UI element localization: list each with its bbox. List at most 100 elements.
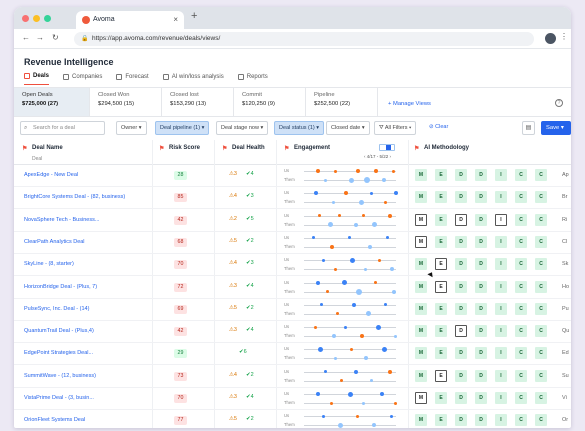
check-icon[interactable]: ✔2 xyxy=(246,416,254,423)
meddicc-letter-c[interactable]: C xyxy=(515,392,527,404)
engagement-timeline[interactable]: Us Them xyxy=(282,210,402,232)
browser-tab[interactable]: Avoma × xyxy=(76,11,184,29)
meddicc-letter-d[interactable]: D xyxy=(475,213,487,226)
deal-name-link[interactable]: ApexEdge - New Deal xyxy=(24,172,79,178)
engagement-timeline[interactable]: Us Them xyxy=(282,388,402,410)
meddicc-letter-m[interactable]: M xyxy=(415,414,427,427)
table-row[interactable]: ApexEdge - New Deal 28 ⚠3 ✔4 Us Them M E D D I C C Ap xyxy=(14,165,571,187)
engagement-dot[interactable] xyxy=(386,236,389,240)
engagement-dot[interactable] xyxy=(324,370,327,374)
meddicc-letter-c[interactable]: C xyxy=(535,213,547,226)
meddicc-letter-m[interactable]: M xyxy=(415,280,427,293)
warning-icon[interactable]: ⚠4 xyxy=(229,193,237,200)
meddicc-letter-m[interactable]: M xyxy=(415,347,427,360)
deal-name-link[interactable]: EdgePoint Strategies Deal... xyxy=(24,350,94,357)
reload-icon[interactable]: ↻ xyxy=(52,33,59,42)
deal-status-filter[interactable]: Deal status (1) ▾ xyxy=(274,121,325,135)
meddicc-letter-m[interactable]: M xyxy=(415,302,427,315)
engagement-dot[interactable] xyxy=(316,169,320,173)
table-row[interactable]: BrightCore Systems Deal - (82, business)… xyxy=(14,187,571,210)
meddicc-letter-c[interactable]: C xyxy=(535,258,547,271)
engagement-dot[interactable] xyxy=(320,303,323,307)
engagement-dot[interactable] xyxy=(322,414,325,418)
engagement-timeline[interactable]: Us Them xyxy=(282,343,402,365)
deal-name-link[interactable]: VistaPrime Deal - (3, busin... xyxy=(24,395,94,401)
table-row[interactable]: ClearPath Analytics Deal 68 ⚠5 ✔2 Us Them M E D D… xyxy=(14,232,571,254)
check-icon[interactable]: ✔4 xyxy=(246,394,254,400)
new-tab-icon[interactable]: + xyxy=(191,10,198,22)
help-icon[interactable]: ? xyxy=(555,99,563,107)
meddicc-letter-c[interactable]: C xyxy=(535,414,547,427)
manage-views-link[interactable]: + Manage Views xyxy=(388,101,431,107)
meddicc-letter-m[interactable]: M xyxy=(415,169,427,181)
engagement-timeline[interactable]: Us Them xyxy=(282,299,402,321)
engagement-dot[interactable] xyxy=(364,267,367,271)
maximize-window-button[interactable] xyxy=(44,15,51,22)
deal-search-input[interactable]: ⌕ Search for a deal xyxy=(20,121,105,135)
meddicc-letter-e[interactable]: E xyxy=(435,302,447,315)
meddicc-letter-e[interactable]: E xyxy=(435,258,447,271)
table-row[interactable]: NovaSphere Tech - Business... 42 ⚠2 ✔5 Us The… xyxy=(14,210,571,232)
engagement-dot[interactable] xyxy=(330,244,334,249)
check-icon[interactable]: ✔2 xyxy=(246,371,254,378)
meddicc-letter-d[interactable]: D xyxy=(475,325,487,338)
warning-icon[interactable]: ⚠3 xyxy=(229,327,237,334)
table-row[interactable]: HorizonBridge Deal - (Plus, 7) 72 ⚠3 ✔4 Us Th… xyxy=(14,277,571,299)
check-icon[interactable]: ✔2 xyxy=(246,237,254,244)
engagement-dot[interactable] xyxy=(322,258,325,262)
meddicc-letter-d[interactable]: D xyxy=(455,280,467,293)
meddicc-letter-d[interactable]: D xyxy=(475,392,487,404)
engagement-timeline[interactable]: Us Them xyxy=(282,187,402,209)
risk-score-header[interactable]: Risk Score xyxy=(169,145,201,151)
meddicc-letter-d[interactable]: D xyxy=(475,347,487,360)
check-icon[interactable]: ✔4 xyxy=(246,327,254,334)
engagement-dot[interactable] xyxy=(374,169,378,173)
engagement-dot[interactable] xyxy=(392,289,396,294)
warning-icon[interactable]: ⚠5 xyxy=(229,416,237,423)
meddicc-letter-m[interactable]: M xyxy=(415,325,427,338)
meddicc-letter-d[interactable]: D xyxy=(475,258,487,271)
nav-tab-ai-win-loss-analysis[interactable]: AI win/loss analysis xyxy=(162,73,224,85)
meddicc-letter-c[interactable]: C xyxy=(515,369,527,382)
engagement-dot[interactable] xyxy=(388,213,392,218)
column-settings-icon[interactable]: ▤ xyxy=(522,121,535,135)
meddicc-letter-i[interactable]: I xyxy=(495,213,507,226)
save-button[interactable]: Save ▾ xyxy=(541,121,571,135)
meddicc-letter-d[interactable]: D xyxy=(455,325,467,338)
engagement-dot[interactable] xyxy=(348,236,351,240)
deal-name-link[interactable]: OrionFleet Systems Deal xyxy=(24,417,86,424)
engagement-dot[interactable] xyxy=(334,169,337,173)
engagement-dot[interactable] xyxy=(384,200,387,204)
meddicc-letter-c[interactable]: C xyxy=(535,325,547,338)
meddicc-letter-c[interactable]: C xyxy=(535,169,547,181)
engagement-dot[interactable] xyxy=(334,267,337,271)
engagement-dot[interactable] xyxy=(338,422,343,428)
deal-name-link[interactable]: ClearPath Analytics Deal xyxy=(24,238,85,245)
engagement-view-toggle[interactable] xyxy=(379,144,395,151)
table-row[interactable]: PulseSync, Inc. Deal - (14) 69 ⚠5 ✔2 Us Them M… xyxy=(14,299,571,321)
engagement-dot[interactable] xyxy=(394,401,397,405)
meddicc-letter-c[interactable]: C xyxy=(535,191,547,204)
meddicc-letter-c[interactable]: C xyxy=(515,347,527,360)
meddicc-letter-d[interactable]: D xyxy=(455,213,467,226)
engagement-timeline[interactable]: Us Them xyxy=(282,165,402,187)
engagement-dot[interactable] xyxy=(359,199,364,205)
engagement-header[interactable]: Engagement xyxy=(294,145,331,151)
clear-filters-button[interactable]: ⊘ Clear xyxy=(429,124,449,130)
warning-icon[interactable]: ⚠4 xyxy=(229,371,237,378)
engagement-dot[interactable] xyxy=(332,200,335,204)
meddicc-letter-c[interactable]: C xyxy=(515,235,527,248)
engagement-dot[interactable] xyxy=(354,222,358,227)
engagement-dot[interactable] xyxy=(348,391,353,397)
meddicc-letter-e[interactable]: E xyxy=(435,392,447,404)
meddicc-letter-c[interactable]: C xyxy=(535,235,547,248)
engagement-dot[interactable] xyxy=(360,334,364,339)
meddicc-letter-m[interactable]: M xyxy=(415,258,427,271)
meddicc-letter-c[interactable]: C xyxy=(515,258,527,271)
engagement-dot[interactable] xyxy=(344,191,348,196)
engagement-dot[interactable] xyxy=(394,191,398,196)
check-icon[interactable]: ✔4 xyxy=(246,282,254,289)
deal-name-link[interactable]: QuantumTrail Deal - (Plus,4) xyxy=(24,328,94,335)
meddicc-letter-e[interactable]: E xyxy=(435,414,447,427)
engagement-timeline[interactable]: Us Them xyxy=(282,277,402,299)
